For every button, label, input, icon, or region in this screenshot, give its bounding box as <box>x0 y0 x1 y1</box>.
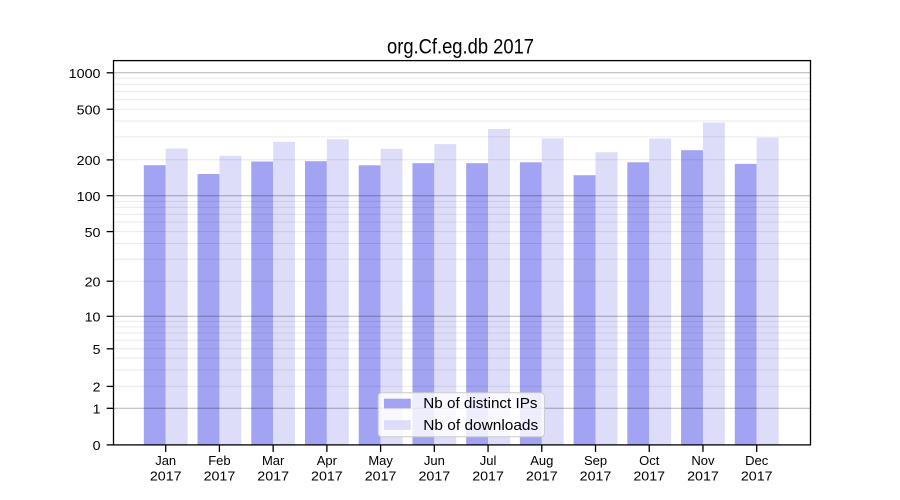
svg-text:2017: 2017 <box>526 468 558 483</box>
svg-text:50: 50 <box>85 225 101 240</box>
svg-text:1000: 1000 <box>69 66 101 81</box>
svg-text:Apr: Apr <box>317 453 338 468</box>
svg-text:200: 200 <box>77 153 101 168</box>
svg-text:2017: 2017 <box>257 468 289 483</box>
svg-text:2017: 2017 <box>365 468 397 483</box>
svg-text:20: 20 <box>85 275 101 290</box>
svg-text:Jul: Jul <box>480 453 497 468</box>
svg-text:2017: 2017 <box>204 468 236 483</box>
svg-text:Sep: Sep <box>584 453 607 468</box>
svg-text:2: 2 <box>93 380 101 395</box>
svg-text:100: 100 <box>77 189 101 204</box>
svg-text:0: 0 <box>93 438 101 453</box>
svg-text:Oct: Oct <box>639 453 660 468</box>
svg-text:Jun: Jun <box>424 453 445 468</box>
svg-text:2017: 2017 <box>311 468 343 483</box>
svg-text:Nb of distinct IPs: Nb of distinct IPs <box>423 395 537 412</box>
svg-text:10: 10 <box>85 310 101 325</box>
svg-text:2017: 2017 <box>418 468 450 483</box>
svg-text:1: 1 <box>93 402 101 417</box>
svg-text:Jan: Jan <box>155 453 176 468</box>
svg-text:2017: 2017 <box>472 468 504 483</box>
svg-text:org.Cf.eg.db 2017: org.Cf.eg.db 2017 <box>387 34 534 58</box>
svg-text:2017: 2017 <box>687 468 719 483</box>
svg-text:500: 500 <box>77 103 101 118</box>
svg-text:2017: 2017 <box>150 468 182 483</box>
svg-text:Feb: Feb <box>208 453 230 468</box>
svg-text:Nb of downloads: Nb of downloads <box>423 417 538 434</box>
svg-text:Mar: Mar <box>262 453 285 468</box>
svg-text:2017: 2017 <box>741 468 773 483</box>
svg-text:Aug: Aug <box>530 453 553 468</box>
svg-text:5: 5 <box>93 342 101 357</box>
svg-text:Nov: Nov <box>691 453 715 468</box>
svg-text:2017: 2017 <box>633 468 665 483</box>
svg-text:2017: 2017 <box>580 468 612 483</box>
svg-text:May: May <box>368 453 393 468</box>
svg-text:Dec: Dec <box>745 453 769 468</box>
